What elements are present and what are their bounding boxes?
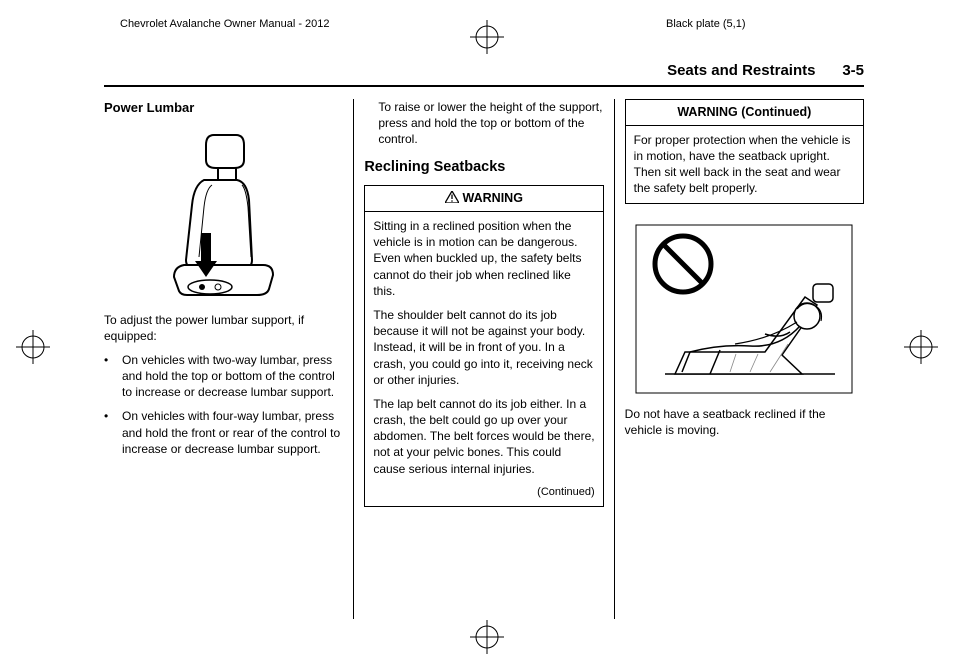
lumbar-lead: To adjust the power lumbar support, if e…	[104, 312, 343, 344]
power-lumbar-heading: Power Lumbar	[104, 99, 343, 117]
bullet-text: On vehicles with two-way lumbar, press a…	[122, 352, 343, 401]
section-header: Seats and Restraints 3-5	[104, 62, 864, 87]
column-3: WARNING (Continued) For proper protectio…	[615, 99, 864, 619]
page-content: Seats and Restraints 3-5 Power Lumbar	[104, 62, 864, 628]
warning-para: Sitting in a reclined position when the …	[373, 218, 594, 299]
warning-title: WARNING	[365, 186, 602, 212]
crop-mark-right-icon	[904, 330, 938, 364]
warning-continued-label: WARNING (Continued)	[677, 105, 811, 119]
continued-label: (Continued)	[373, 485, 594, 500]
warning-body: Sitting in a reclined position when the …	[365, 212, 602, 506]
plate-label: Black plate (5,1)	[666, 18, 745, 30]
reclined-caption: Do not have a seatback reclined if the v…	[625, 406, 864, 438]
page-number: 3-5	[842, 62, 864, 79]
warning-continued-title: WARNING (Continued)	[626, 100, 863, 126]
bullet-text: On vehicles with four-way lumbar, press …	[122, 408, 343, 457]
warning-continued-text: For proper protection when the vehicle i…	[634, 132, 855, 197]
warning-continued-body: For proper protection when the vehicle i…	[626, 126, 863, 203]
bullet-icon: •	[104, 352, 122, 401]
list-item: • On vehicles with four-way lumbar, pres…	[104, 408, 343, 457]
warning-continued-box: WARNING (Continued) For proper protectio…	[625, 99, 864, 204]
seat-lumbar-figure	[144, 125, 304, 300]
lumbar-bullets: • On vehicles with two-way lumbar, press…	[104, 352, 343, 457]
warning-triangle-icon	[445, 191, 459, 203]
warning-box: WARNING Sitting in a reclined position w…	[364, 185, 603, 507]
raise-lower-text: To raise or lower the height of the supp…	[364, 99, 603, 148]
warning-para: The lap belt cannot do its job either. I…	[373, 396, 594, 477]
warning-para: The shoulder belt cannot do its job beca…	[373, 307, 594, 388]
reclined-no-figure	[635, 224, 853, 394]
columns: Power Lumbar	[104, 99, 864, 619]
warning-label: WARNING	[463, 191, 523, 205]
bullet-icon: •	[104, 408, 122, 457]
crop-mark-top-icon	[470, 20, 504, 54]
reclining-heading: Reclining Seatbacks	[364, 158, 603, 178]
manual-title: Chevrolet Avalanche Owner Manual - 2012	[120, 18, 330, 30]
column-2: To raise or lower the height of the supp…	[354, 99, 614, 619]
column-1: Power Lumbar	[104, 99, 354, 619]
crop-mark-left-icon	[16, 330, 50, 364]
section-title: Seats and Restraints	[667, 62, 815, 79]
list-item: • On vehicles with two-way lumbar, press…	[104, 352, 343, 401]
